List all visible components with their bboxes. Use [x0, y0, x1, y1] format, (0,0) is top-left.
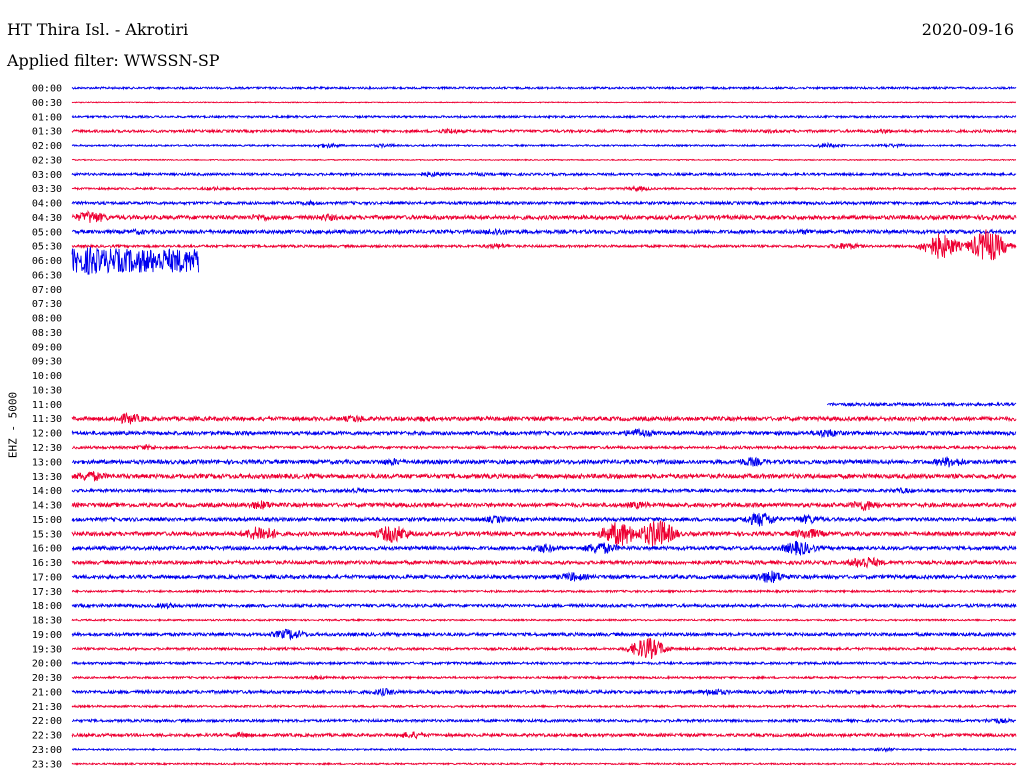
row-label: 08:30: [32, 328, 62, 339]
row-label: 09:30: [32, 357, 62, 368]
trace-row-18:30: [71, 617, 1016, 623]
row-label: 10:00: [32, 371, 62, 382]
row-label: 23:30: [32, 759, 62, 770]
trace-row-17:00: [71, 570, 1017, 584]
trace-row-11:30: [71, 411, 1017, 425]
trace-row-21:30: [71, 703, 1017, 709]
row-label: 13:30: [32, 472, 62, 483]
row-label: 03:30: [32, 184, 62, 195]
trace-row-20:00: [71, 660, 1017, 667]
row-label: 08:00: [32, 314, 62, 325]
row-label: 12:30: [32, 443, 62, 454]
trace-row-17:30: [71, 588, 1017, 594]
seismic-traces: [71, 85, 1017, 766]
row-label: 07:30: [32, 299, 62, 310]
row-label: 17:00: [32, 572, 62, 583]
row-label: 16:30: [32, 558, 62, 569]
row-label: 19:30: [32, 644, 62, 655]
trace-row-20:30: [71, 674, 1017, 681]
row-label: 05:30: [32, 242, 62, 253]
trace-row-03:30: [71, 184, 1017, 193]
trace-row-04:30: [71, 209, 1017, 223]
trace-row-13:30: [71, 471, 1017, 482]
row-label: 16:00: [32, 544, 62, 555]
row-label: 11:30: [32, 414, 62, 425]
row-label: 15:30: [32, 529, 62, 540]
row-label: 17:30: [32, 587, 62, 598]
trace-row-14:00: [71, 486, 1017, 495]
trace-row-22:30: [71, 731, 1017, 740]
row-label: 02:00: [32, 141, 62, 152]
row-label: 04:30: [32, 213, 62, 224]
row-label: 18:00: [32, 601, 62, 612]
row-label: 01:30: [32, 127, 62, 138]
filter-label: Applied filter: WWSSN-SP: [7, 51, 220, 70]
row-label: 06:00: [32, 256, 62, 267]
row-label: 20:00: [32, 659, 62, 670]
row-label: 14:30: [32, 501, 62, 512]
row-label: 13:00: [32, 457, 62, 468]
row-label: 21:30: [32, 702, 62, 713]
trace-row-11:00: [826, 401, 1017, 408]
trace-row-16:30: [71, 556, 1017, 569]
row-label: 18:30: [32, 616, 62, 627]
date-label: 2020-09-16: [921, 20, 1014, 39]
row-label: 22:00: [32, 716, 62, 727]
row-label: 19:00: [32, 630, 62, 641]
row-label: 12:00: [32, 429, 62, 440]
trace-row-02:00: [71, 141, 1017, 150]
trace-row-12:30: [71, 443, 1017, 451]
row-label: 07:00: [32, 285, 62, 296]
trace-row-14:30: [71, 500, 1017, 512]
trace-row-18:00: [71, 601, 1017, 610]
trace-row-16:00: [72, 540, 1017, 556]
row-labels: 00:00 00:30 01:00 01:30 02:00 02:30 03:00 03:30…: [32, 84, 62, 771]
trace-row-15:00: [71, 512, 1017, 527]
trace-row-13:00: [71, 456, 1017, 468]
trace-row-01:30: [71, 127, 1017, 135]
row-label: 00:30: [32, 98, 62, 109]
row-label: 03:00: [32, 170, 62, 181]
row-label: 14:00: [32, 486, 62, 497]
trace-row-19:00: [71, 628, 1017, 641]
trace-row-00:00: [71, 85, 1017, 91]
trace-row-12:00: [71, 427, 1017, 439]
trace-row-23:00: [71, 746, 1017, 753]
trace-row-23:30: [71, 761, 1017, 766]
row-label: 22:30: [32, 731, 62, 742]
row-label: 10:30: [32, 385, 62, 396]
trace-row-15:30: [71, 520, 1017, 547]
row-label: 02:30: [32, 155, 62, 166]
trace-row-01:00: [71, 114, 1017, 120]
trace-row-00:30: [71, 101, 1017, 104]
station-title: HT Thira Isl. - Akrotiri: [7, 20, 189, 39]
row-label: 11:00: [32, 400, 62, 411]
row-label: 01:00: [32, 112, 62, 123]
trace-row-05:30: [71, 229, 1017, 261]
row-label: 20:30: [32, 673, 62, 684]
row-label: 05:00: [32, 227, 62, 238]
trace-row-19:30: [71, 638, 1017, 660]
trace-row-05:00: [72, 227, 1017, 236]
row-label: 06:30: [32, 270, 62, 281]
trace-row-03:00: [71, 171, 1017, 178]
row-label: 15:00: [32, 515, 62, 526]
row-label: 09:00: [32, 342, 62, 353]
row-label: 00:00: [32, 84, 62, 95]
row-label: 21:00: [32, 687, 62, 698]
row-label: 23:00: [32, 745, 62, 756]
row-label: 04:00: [32, 199, 62, 210]
trace-row-02:30: [71, 158, 1017, 162]
trace-row-06:00: [71, 246, 199, 275]
trace-row-04:00: [71, 199, 1017, 207]
trace-row-21:00: [71, 688, 1017, 698]
trace-row-22:00: [71, 717, 1016, 725]
